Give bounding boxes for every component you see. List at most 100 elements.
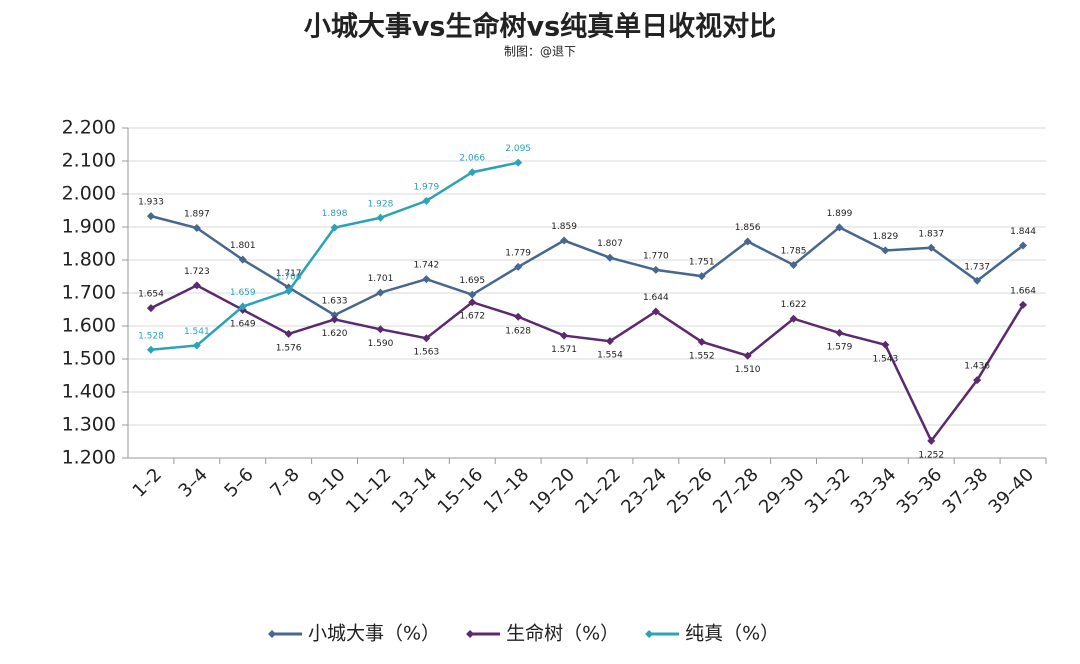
point [927, 243, 936, 252]
data-label: 1.933 [138, 198, 164, 208]
y-tick-label: 2.100 [62, 150, 116, 172]
data-label: 1.579 [827, 342, 853, 352]
data-label: 1.590 [368, 339, 394, 349]
point [330, 315, 339, 324]
point [238, 255, 247, 264]
point [330, 223, 339, 232]
y-tick-label: 2.000 [62, 183, 116, 205]
point [651, 307, 660, 316]
point [376, 325, 385, 334]
point [192, 341, 201, 350]
data-label: 1.898 [322, 209, 348, 219]
point [605, 253, 614, 262]
point [789, 314, 798, 323]
point [1019, 300, 1028, 309]
x-tick-label: 39–40 [985, 464, 1039, 518]
x-tick-label: 31–32 [801, 464, 855, 518]
data-label: 1.723 [184, 267, 210, 277]
data-label: 1.541 [184, 327, 210, 337]
point [927, 436, 936, 445]
point [743, 237, 752, 246]
y-tick-label: 1.800 [62, 249, 116, 271]
x-tick-label: 27–28 [709, 464, 763, 518]
x-tick-label: 23–24 [617, 464, 671, 518]
data-label: 1.628 [505, 326, 531, 336]
data-label: 1.571 [551, 345, 577, 355]
data-label: 1.552 [689, 351, 715, 361]
point [146, 212, 155, 221]
x-tick-label: 1–2 [129, 464, 166, 501]
point [146, 304, 155, 313]
data-label: 1.859 [551, 222, 577, 232]
x-tick-label: 19–20 [526, 464, 580, 518]
point [514, 262, 523, 271]
x-tick-label: 3–4 [175, 464, 212, 501]
y-tick-label: 1.300 [62, 414, 116, 436]
data-label: 1.829 [872, 232, 898, 242]
chart-title: 小城大事vs生命树vs纯真单日收视对比 [304, 11, 776, 43]
point [835, 223, 844, 232]
point [514, 312, 523, 321]
legend-marker [645, 630, 654, 638]
data-label: 1.801 [230, 241, 256, 251]
x-tick-label: 15–16 [434, 464, 488, 518]
y-tick-label: 1.200 [62, 447, 116, 469]
x-tick-label: 11–12 [342, 464, 396, 518]
data-label: 1.528 [138, 331, 164, 341]
x-tick-label: 5–6 [220, 464, 257, 501]
point [973, 276, 982, 285]
point [881, 246, 890, 255]
point [468, 168, 477, 177]
point [284, 329, 293, 338]
data-label: 1.543 [872, 354, 898, 364]
data-label: 1.770 [643, 251, 669, 261]
legend-label: 纯真（%） [685, 623, 779, 645]
point [881, 340, 890, 349]
data-label: 1.897 [184, 209, 210, 219]
data-label: 1.659 [230, 288, 256, 298]
data-label: 1.436 [964, 362, 990, 372]
data-label: 1.737 [964, 262, 990, 272]
x-tick-label: 29–30 [755, 464, 809, 518]
data-label: 1.554 [597, 351, 623, 361]
point [238, 302, 247, 311]
y-tick-label: 1.700 [62, 282, 116, 304]
data-label: 1.899 [827, 209, 853, 219]
point [743, 351, 752, 360]
x-tick-label: 13–14 [388, 464, 442, 518]
data-label: 1.654 [138, 290, 164, 300]
data-label: 1.633 [322, 297, 348, 307]
point [422, 334, 431, 343]
point [146, 345, 155, 354]
y-tick-label: 2.200 [62, 117, 116, 139]
data-label: 1.644 [643, 293, 669, 303]
data-label: 1.664 [1010, 286, 1036, 296]
data-label: 1.785 [781, 246, 807, 256]
point [192, 281, 201, 290]
data-label: 1.844 [1010, 227, 1036, 237]
point [422, 196, 431, 205]
x-tick-label: 33–34 [847, 464, 901, 518]
point [514, 158, 523, 167]
data-label: 1.649 [230, 319, 256, 329]
point [973, 376, 982, 385]
data-label: 1.717 [276, 269, 302, 279]
data-label: 1.576 [276, 343, 302, 353]
x-tick-label: 25–26 [663, 464, 717, 518]
point [284, 287, 293, 296]
point [651, 265, 660, 274]
y-tick-label: 1.500 [62, 348, 116, 370]
x-tick-label: 21–22 [571, 464, 625, 518]
x-tick-label: 37–38 [939, 464, 993, 518]
data-label: 2.066 [459, 154, 485, 164]
data-label: 1.979 [413, 182, 439, 192]
legend-marker [268, 630, 276, 638]
x-tick-label: 7–8 [266, 464, 303, 501]
point [468, 290, 477, 299]
data-label: 1.672 [459, 312, 485, 322]
legend-label: 小城大事（%） [308, 623, 440, 645]
data-label: 1.856 [735, 223, 761, 233]
y-tick-label: 1.400 [62, 381, 116, 403]
point [605, 337, 614, 346]
